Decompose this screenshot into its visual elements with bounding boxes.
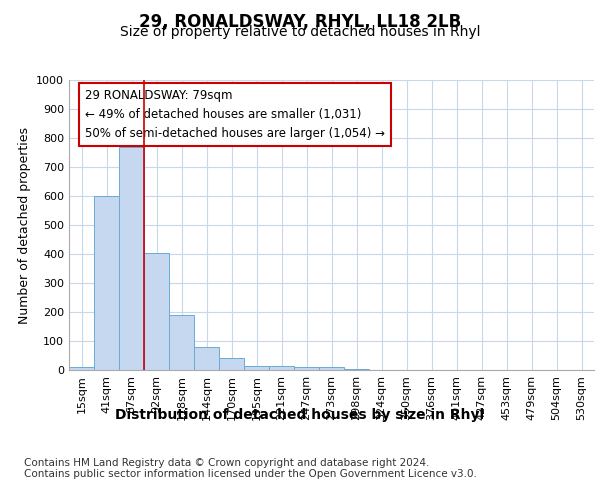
Bar (219, 358, 244, 370)
Bar (294, 367, 319, 370)
Text: Contains HM Land Registry data © Crown copyright and database right 2024.
Contai: Contains HM Land Registry data © Crown c… (24, 458, 477, 479)
Bar (244, 366, 269, 370)
Text: 29, RONALDSWAY, RHYL, LL18 2LB: 29, RONALDSWAY, RHYL, LL18 2LB (139, 12, 461, 30)
Bar (194, 347, 219, 370)
Bar (269, 366, 294, 370)
Text: Size of property relative to detached houses in Rhyl: Size of property relative to detached ho… (120, 25, 480, 39)
Y-axis label: Number of detached properties: Number of detached properties (17, 126, 31, 324)
Bar (69, 367, 94, 370)
Text: Distribution of detached houses by size in Rhyl: Distribution of detached houses by size … (115, 408, 485, 422)
Bar (94, 196, 119, 370)
Bar (319, 367, 344, 370)
Bar (344, 368, 369, 370)
Bar (144, 252, 169, 370)
Bar (119, 146, 144, 370)
Text: 29 RONALDSWAY: 79sqm
← 49% of detached houses are smaller (1,031)
50% of semi-de: 29 RONALDSWAY: 79sqm ← 49% of detached h… (85, 88, 385, 140)
Bar (169, 315, 194, 370)
